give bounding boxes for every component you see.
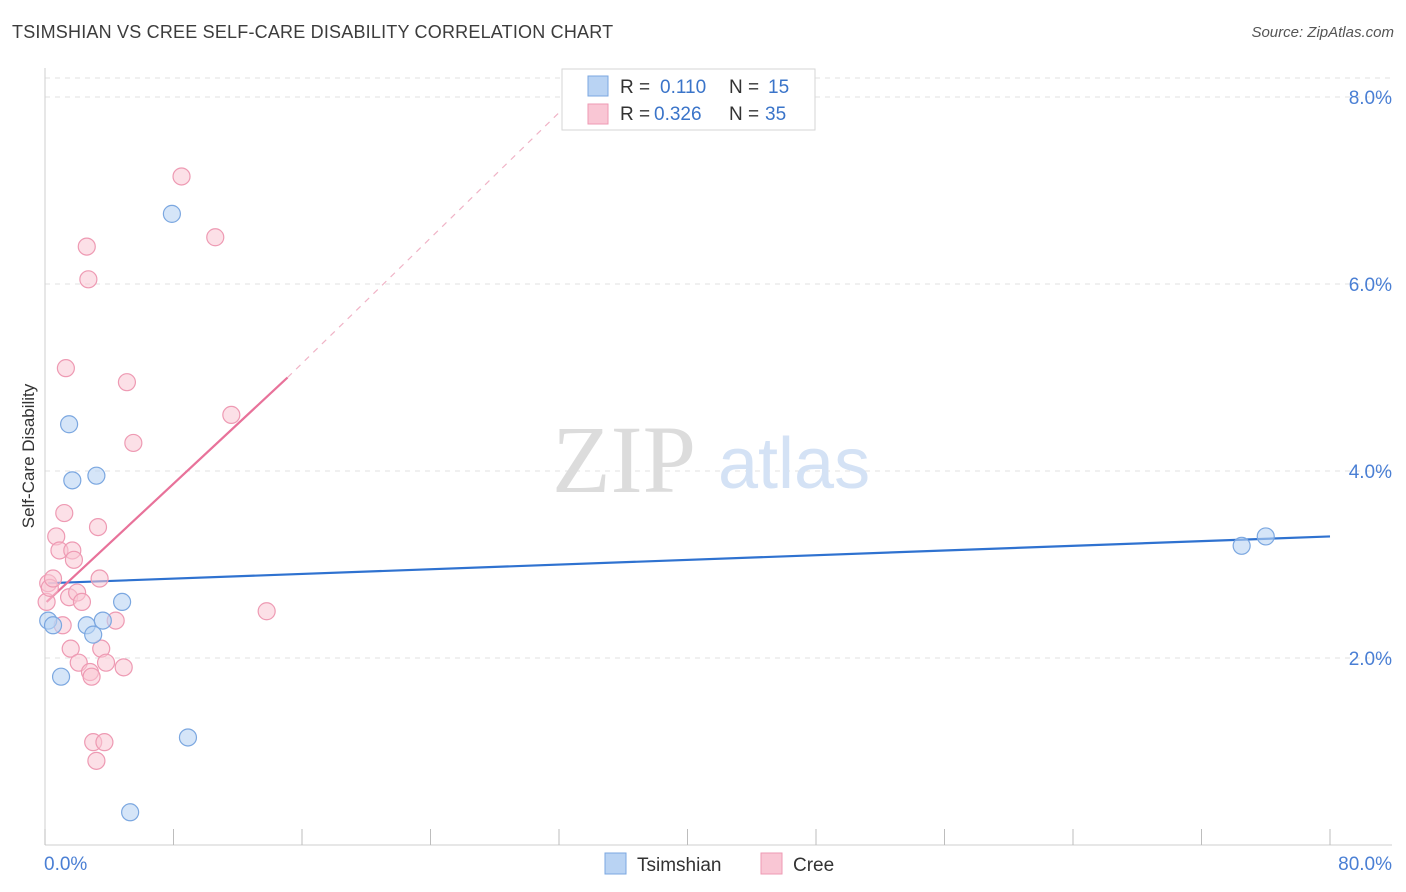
point-tsimshian	[63, 471, 82, 490]
legend-bottom-swatch-cree	[760, 852, 783, 875]
legend-r-label-cree: R =	[620, 104, 650, 125]
watermark: ZIP atlas	[552, 406, 870, 513]
legend-series: Tsimshian Cree	[604, 852, 834, 876]
point-cree	[82, 667, 101, 686]
legend-r-value-cree: 0.326	[654, 104, 702, 125]
point-cree	[43, 569, 63, 588]
y-tick-label: 4.0%	[1349, 462, 1392, 483]
x-tick-label: 0.0%	[44, 854, 87, 875]
legend-bottom-swatch-tsimshian	[604, 852, 627, 875]
point-cree	[72, 592, 92, 612]
legend-r-value-tsimshian: 0.110	[660, 77, 706, 98]
trend-line-tsimshian	[48, 535, 1331, 585]
point-tsimshian	[87, 466, 106, 485]
legend-n-value-tsimshian: 15	[768, 77, 789, 98]
point-tsimshian	[1232, 536, 1251, 555]
point-tsimshian	[59, 415, 79, 434]
point-tsimshian	[84, 625, 103, 644]
y-tick-label: 2.0%	[1349, 649, 1392, 670]
point-cree	[61, 639, 80, 658]
point-cree	[56, 359, 75, 378]
point-tsimshian	[51, 667, 71, 686]
point-tsimshian	[162, 204, 181, 223]
point-cree	[96, 653, 116, 672]
legend-n-label-cree: N =	[729, 104, 759, 125]
legend-n-value-cree: 35	[765, 104, 786, 125]
chart-title: TSIMSHIAN VS CREE SELF-CARE DISABILITY C…	[12, 22, 614, 42]
legend-bottom-label-cree: Cree	[793, 855, 834, 876]
x-tick-label: 80.0%	[1338, 854, 1392, 875]
point-tsimshian	[112, 592, 132, 612]
point-cree	[55, 503, 74, 523]
point-tsimshian	[93, 611, 112, 630]
point-tsimshian	[1256, 527, 1275, 546]
legend-correlation: R = 0.110 N = 15 R = 0.326 N = 35	[561, 68, 816, 131]
point-cree	[117, 373, 137, 392]
chart-source: Source: ZipAtlas.com	[1251, 24, 1394, 41]
y-axis-title: Self-Care Disability	[19, 383, 38, 528]
trend-line-cree-extension	[287, 96, 576, 378]
axes	[44, 68, 1392, 846]
point-cree	[222, 405, 241, 424]
trend-line-cree	[45, 376, 289, 603]
point-cree	[77, 237, 96, 256]
point-cree	[172, 167, 191, 186]
y-tick-label: 8.0%	[1349, 88, 1392, 109]
point-cree	[114, 658, 133, 677]
point-cree	[64, 550, 84, 569]
point-cree	[206, 228, 225, 247]
data-points	[37, 167, 1275, 822]
legend-swatch-tsimshian	[587, 75, 609, 97]
point-cree	[90, 569, 109, 588]
legend-r-label-tsimshian: R =	[620, 77, 650, 98]
point-cree	[87, 751, 106, 770]
point-cree	[124, 433, 143, 453]
point-tsimshian	[178, 728, 198, 747]
legend-bottom-label-tsimshian: Tsimshian	[637, 855, 721, 876]
watermark-atlas: atlas	[718, 424, 870, 504]
y-tick-label: 6.0%	[1349, 275, 1392, 296]
point-cree	[88, 517, 108, 537]
legend-swatch-cree	[587, 103, 609, 125]
legend-n-label-tsimshian: N =	[729, 77, 759, 98]
grid-lines	[45, 77, 1392, 659]
point-tsimshian	[43, 616, 63, 635]
watermark-zip: ZIP	[552, 406, 696, 513]
point-tsimshian	[121, 803, 140, 822]
point-cree	[79, 270, 98, 289]
point-cree	[95, 733, 114, 752]
point-cree	[257, 602, 276, 621]
trend-lines	[45, 96, 1331, 603]
tick-labels: 2.0% 4.0% 6.0% 8.0% 0.0% 80.0%	[44, 88, 1392, 875]
